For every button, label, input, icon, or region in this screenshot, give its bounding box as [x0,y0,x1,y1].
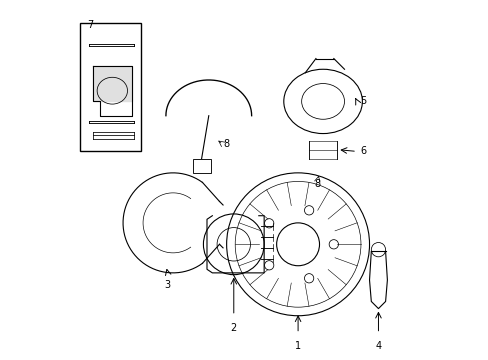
Text: 7: 7 [87,20,93,30]
Bar [192,158,210,173]
Text: 8: 8 [313,179,320,189]
Text: 4: 4 [375,341,381,351]
Text: 5: 5 [360,96,366,107]
Bar [80,23,141,152]
Text: 3: 3 [164,280,170,290]
Text: 6: 6 [360,147,366,157]
Text: 1: 1 [294,341,301,351]
Text: 2: 2 [230,323,236,333]
Polygon shape [93,66,132,102]
Text: 8: 8 [223,139,229,149]
